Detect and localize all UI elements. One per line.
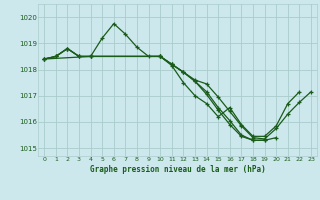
X-axis label: Graphe pression niveau de la mer (hPa): Graphe pression niveau de la mer (hPa) xyxy=(90,165,266,174)
